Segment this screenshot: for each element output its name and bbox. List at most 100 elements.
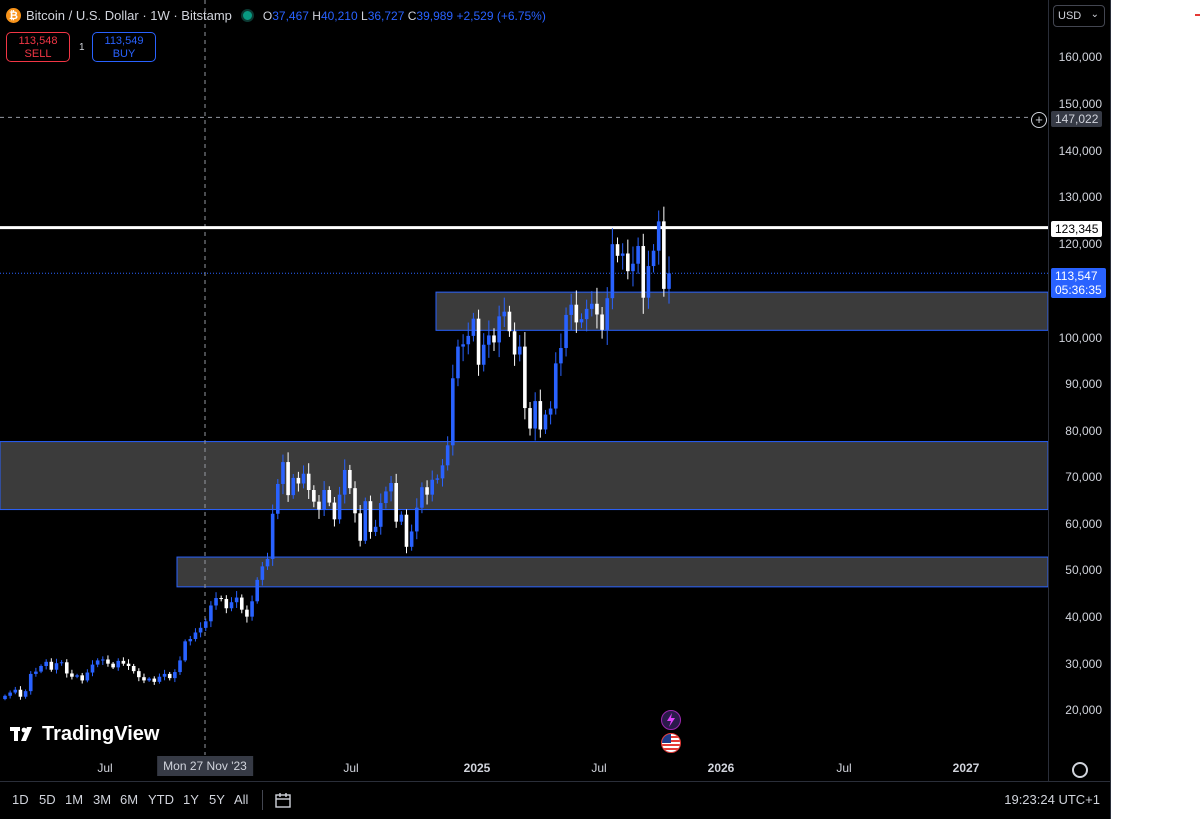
candle-body [512, 331, 517, 355]
price-scale[interactable]: USD ⌄ 160,000 150,000 140,000 130,000 120,00… [1048, 0, 1110, 781]
candle-body [533, 401, 537, 429]
candle-body [523, 346, 527, 409]
candle-body [229, 602, 234, 609]
candle-body [75, 675, 79, 677]
candle-body [126, 663, 131, 667]
range-button-5y[interactable]: 5Y [209, 792, 225, 807]
crosshair-price-tag: 147,022 [1051, 111, 1103, 127]
candle-body [59, 662, 64, 664]
candle-body [80, 675, 85, 681]
candle-body [445, 445, 450, 466]
candle-body [193, 632, 198, 639]
price-tick-label: 90,000 [1065, 377, 1102, 391]
price-chart[interactable] [0, 0, 1048, 781]
candle-body [466, 335, 471, 345]
resistance-price-tag: 123,345 [1051, 221, 1103, 237]
time-axis-label: 2026 [707, 761, 735, 775]
candle-body [662, 221, 666, 289]
price-tick-label: 40,000 [1065, 610, 1102, 624]
price-tick-label: 130,000 [1058, 190, 1102, 204]
candle-body [620, 253, 625, 256]
candle-body [28, 673, 33, 692]
candle-body [553, 363, 558, 409]
candle-body [368, 501, 373, 532]
currency-select[interactable]: USD ⌄ [1053, 5, 1105, 27]
candle-body [49, 661, 54, 670]
candle-body [656, 221, 661, 251]
tradingview-logo-icon [10, 726, 32, 741]
range-button-6m[interactable]: 6M [120, 792, 139, 807]
candle-body [600, 314, 604, 330]
candle-body [389, 483, 393, 492]
candle-body [589, 303, 594, 309]
candle-body [584, 308, 589, 320]
candle-body [451, 378, 455, 446]
candle-body [595, 303, 599, 315]
candle-body [286, 462, 290, 496]
price-tick-label: 150,000 [1058, 97, 1102, 111]
candle-body [631, 263, 635, 272]
candle-body [651, 250, 656, 267]
candle-body [394, 483, 398, 522]
candle-body [378, 503, 383, 527]
price-tick-label: 100,000 [1058, 331, 1102, 345]
candle-body [487, 335, 491, 345]
candle-body [626, 253, 630, 272]
price-tick-label: 120,000 [1058, 237, 1102, 251]
range-button-1y[interactable]: 1Y [183, 792, 199, 807]
gear-icon[interactable] [1072, 762, 1088, 778]
range-button-all[interactable]: All [234, 792, 249, 807]
candle-body [167, 673, 172, 679]
date-range-icon[interactable] [274, 791, 292, 814]
candle-body [492, 335, 496, 343]
candle-body [70, 673, 74, 677]
time-axis-label: 2027 [952, 761, 980, 775]
candle-body [353, 488, 357, 514]
symbol-title[interactable]: Bitcoin / U.S. Dollar · 1W · Bitstamp [26, 8, 232, 23]
candle-body [543, 414, 548, 430]
candle-body [44, 661, 48, 667]
candle-body [276, 483, 280, 514]
range-button-1m[interactable]: 1M [65, 792, 84, 807]
ohlc-values: O37,467 H40,210 L36,727 C39,989 +2,529 (… [262, 8, 546, 23]
chart-window: ₿ Bitcoin / U.S. Dollar · 1W · Bitstamp … [0, 0, 1111, 819]
time-axis-label: Jul [97, 761, 113, 775]
plus-circle-icon[interactable]: + [1031, 112, 1047, 128]
us-flag-event-icon[interactable] [661, 733, 681, 753]
candle-body [239, 597, 244, 610]
candle-body [327, 490, 332, 503]
candle-body [610, 244, 615, 299]
candle-body [131, 666, 136, 672]
candle-body [209, 605, 213, 622]
range-button-5d[interactable]: 5D [39, 792, 56, 807]
buy-button[interactable]: 113,549 BUY [92, 32, 156, 62]
candle-body [137, 671, 141, 678]
candle-body [507, 311, 512, 332]
range-button-ytd[interactable]: YTD [148, 792, 174, 807]
candle-body [363, 501, 368, 541]
candle-body [64, 662, 69, 674]
range-button-1d[interactable]: 1D [12, 792, 29, 807]
candle-body [95, 660, 100, 665]
candle-body [85, 672, 90, 681]
price-tick-label: 20,000 [1065, 703, 1102, 717]
time-axis[interactable]: Jul Jul 2025 Jul 2026 Jul 2027 Mon 27 Nov '23 [0, 755, 1048, 781]
candle-body [538, 401, 543, 430]
chart-pane[interactable]: ₿ Bitcoin / U.S. Dollar · 1W · Bitstamp … [0, 0, 1048, 781]
buy-price: 113,549 [104, 35, 144, 47]
clock-timezone[interactable]: 19:23:24 UTC+1 [1004, 792, 1100, 807]
market-status-icon [240, 9, 254, 22]
candle-body [559, 348, 563, 364]
crosshair-date-tag: Mon 27 Nov '23 [157, 756, 253, 776]
candle-body [8, 692, 12, 696]
candle-body [296, 477, 301, 484]
buy-label: BUY [112, 48, 136, 60]
candle-body [404, 514, 409, 547]
range-button-3m[interactable]: 3M [93, 792, 112, 807]
candle-body [152, 678, 157, 682]
candle-body [636, 246, 640, 264]
lightning-event-icon[interactable] [661, 710, 681, 730]
candle-body [646, 266, 651, 298]
sell-button[interactable]: 113,548 SELL [6, 32, 70, 62]
candle-body [430, 479, 435, 495]
